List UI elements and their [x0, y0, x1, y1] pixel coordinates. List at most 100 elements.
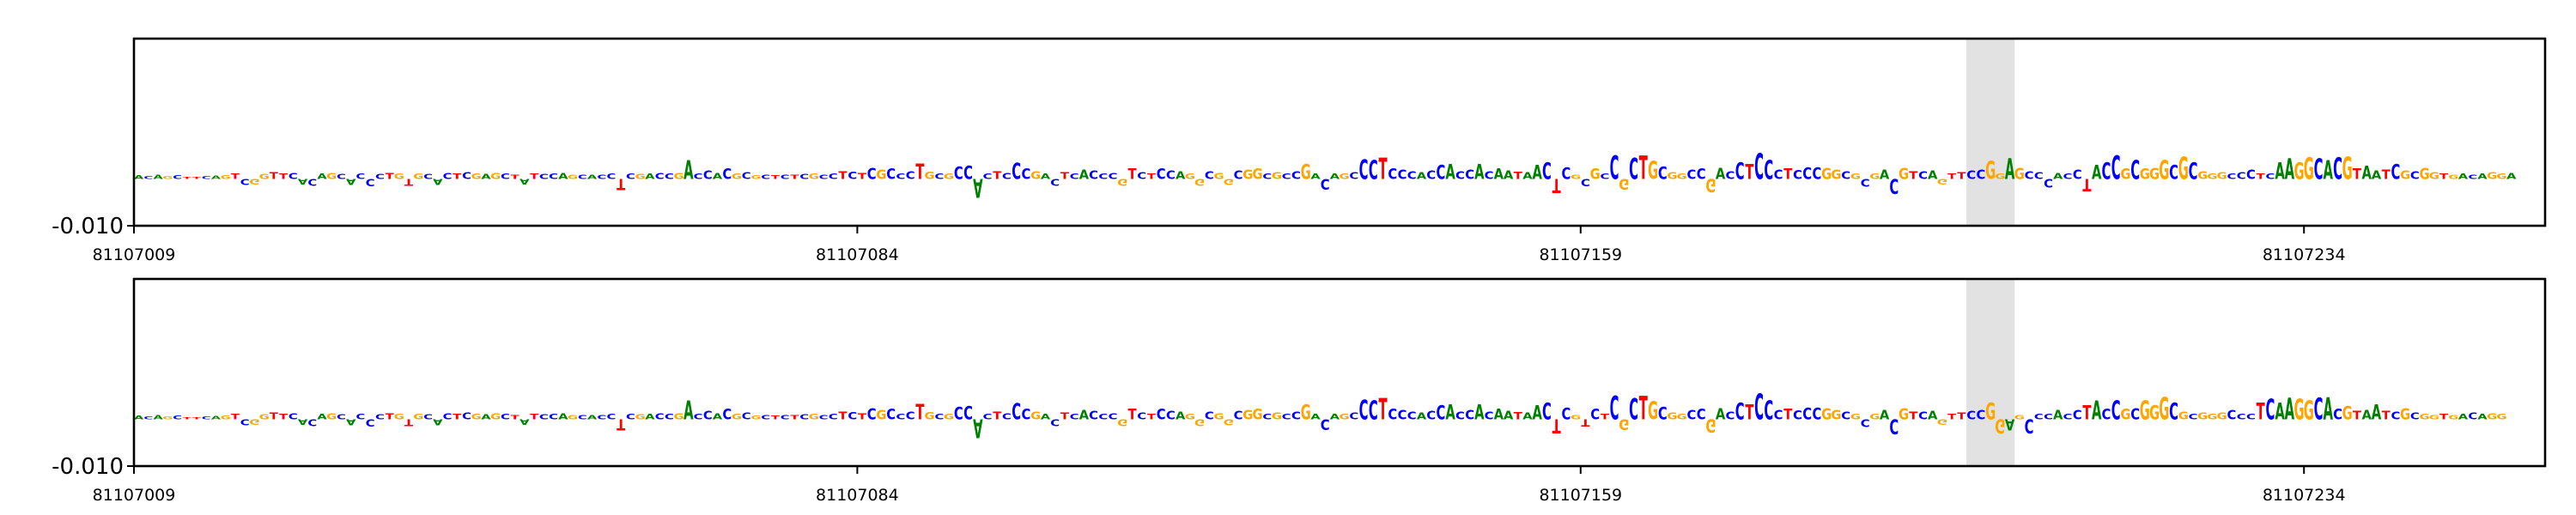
logo-letter: C	[443, 171, 453, 181]
logo-letter: C	[934, 412, 944, 421]
logo-letter: T	[183, 416, 192, 420]
logo-letter: C	[2237, 412, 2246, 421]
logo-letter: C	[607, 412, 617, 421]
logo-letter: G	[1185, 172, 1195, 180]
logo-letter: G	[1899, 165, 1909, 183]
logo-letter: G	[2487, 172, 2497, 182]
logo-letter: T	[771, 415, 780, 421]
logo-letter: A	[2324, 155, 2334, 185]
logo-letter: T	[858, 171, 867, 181]
logo-letter: T	[1947, 172, 1957, 180]
logo-letter: T	[453, 412, 462, 421]
logo-letter: C	[1398, 407, 1407, 422]
logo-letter: A	[1494, 166, 1504, 183]
logo-letter: G	[1272, 412, 1282, 422]
logo-letter: G	[2217, 412, 2227, 422]
logo-letter: C	[366, 176, 375, 187]
logo-letter: C	[1861, 416, 1870, 427]
logo-letter: C	[462, 412, 471, 422]
logo-letter: A	[1176, 171, 1186, 182]
logo-letter: A	[1474, 401, 1485, 425]
logo-letter: T	[279, 172, 289, 180]
logo-letter: G	[249, 177, 259, 185]
logo-letter: T	[1957, 412, 1965, 422]
logo-letter: C	[906, 411, 915, 422]
logo-letter: C	[906, 171, 915, 182]
logo-letter: A	[481, 173, 491, 181]
logo-letter: T	[1147, 412, 1157, 421]
logo-letter: A	[1716, 165, 1726, 183]
logo-letter: A	[2372, 401, 2382, 425]
logo-panel-top: A C A G C T T C A G TC GG T T CA C A G CAC C C T G T G CAC T C G A G C T…	[52, 37, 2547, 264]
logo-letter: G	[1030, 171, 1041, 182]
logo-letter: C	[2169, 161, 2178, 184]
x-tick-label: 81107159	[1539, 245, 1622, 264]
logo-letter: G	[394, 172, 404, 180]
logo-letter: G	[1224, 417, 1234, 427]
logo-letter: C	[1234, 169, 1243, 182]
logo-letter: G	[221, 174, 231, 180]
logo-letter: G	[1619, 175, 1629, 192]
logo-letter: G	[249, 417, 259, 426]
logo-letter: A	[1041, 172, 1051, 180]
logo-letter: C	[1369, 155, 1378, 185]
logo-letter: G	[1677, 412, 1687, 421]
highlight-region	[1966, 279, 2015, 466]
logo-letter: C	[607, 172, 617, 180]
logo-letter: C	[1581, 176, 1590, 187]
logo-letter: T	[1745, 401, 1753, 425]
logo-letter: A	[298, 177, 308, 185]
logo-letter: T	[1378, 394, 1387, 427]
logo-letter: A	[211, 175, 222, 180]
logo-letter: C	[1205, 411, 1214, 422]
logo-letter: T	[2257, 172, 2266, 180]
logo-letter: G	[1619, 415, 1629, 433]
logo-letter: C	[722, 406, 732, 423]
logo-letter: C	[173, 415, 182, 421]
logo-letter: T	[511, 173, 519, 181]
logo-letter: A	[1417, 412, 1427, 422]
logo-letter: C	[1137, 412, 1146, 422]
logo-letter: T	[1745, 161, 1753, 185]
logo-letter: C	[761, 173, 770, 180]
logo-letter: T	[279, 412, 289, 421]
logo-letter: G	[732, 172, 742, 180]
logo-letter: G	[1985, 399, 1996, 426]
logo-letter: C	[501, 172, 510, 180]
logo-letter: C	[1976, 407, 1985, 422]
logo-letter: C	[1687, 407, 1697, 422]
logo-letter: T	[915, 399, 924, 424]
logo-letter: C	[934, 172, 944, 180]
logo-letter: C	[1321, 175, 1330, 192]
logo-letter: T	[386, 171, 395, 181]
logo-letter: C	[2237, 172, 2246, 182]
logo-letter: G	[1667, 412, 1677, 422]
logo-letter: A	[683, 396, 694, 426]
logo-letter: A	[1928, 169, 1938, 182]
logo-letter: A	[1445, 401, 1455, 425]
logo-letter: C	[799, 413, 809, 421]
logo-letter: C	[1658, 165, 1668, 184]
logo-letter: C	[703, 169, 713, 182]
logo-letter: C	[742, 412, 751, 422]
logo-letter: G	[2448, 173, 2458, 181]
logo-letter: C	[1050, 416, 1060, 427]
logo-letter: T	[2353, 409, 2361, 422]
logo-letter: A	[1330, 172, 1340, 180]
logo-letter: C	[1166, 409, 1176, 422]
logo-letter: A	[1716, 405, 1726, 423]
logo-letter: C	[1465, 167, 1474, 182]
logo-letter: T	[2439, 412, 2449, 421]
logo-letter: A	[1041, 412, 1051, 421]
logo-letter: G	[1705, 415, 1716, 435]
logo-letter: C	[1590, 406, 1600, 423]
logo-letter: G	[1252, 406, 1262, 423]
logo-letter: C	[1793, 169, 1802, 183]
logo-letter: T	[530, 412, 539, 421]
logo-letter: G	[809, 172, 819, 180]
logo-letter: C	[375, 173, 385, 181]
logo-letter: C	[501, 412, 510, 421]
logo-letter: G	[2149, 165, 2160, 183]
logo-letter: C	[1774, 407, 1783, 422]
logo-letter: A	[1504, 409, 1514, 422]
